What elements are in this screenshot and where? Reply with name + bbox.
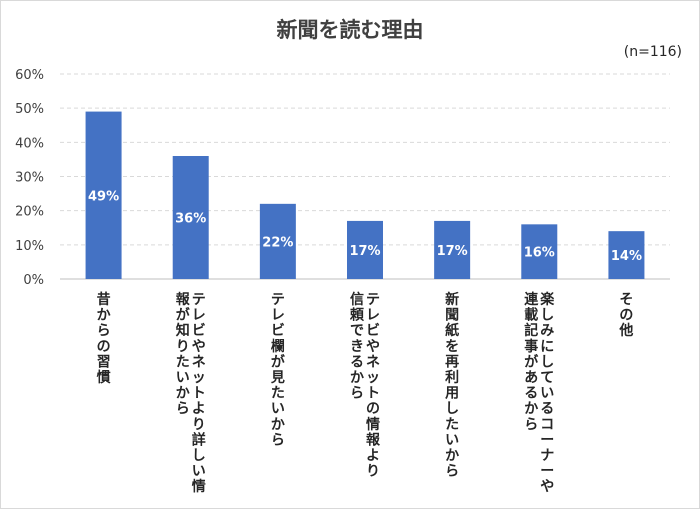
- sample-size-note: (n=116): [623, 44, 682, 60]
- bar-value-label: 49%: [88, 189, 119, 204]
- chart-title: 新聞を読む理由: [276, 18, 424, 42]
- y-tick-label: 20%: [15, 205, 44, 220]
- bar: [85, 111, 122, 279]
- y-tick-label: 60%: [15, 68, 44, 83]
- y-tick-label: 0%: [23, 273, 44, 288]
- bar: [521, 224, 558, 279]
- x-category-label: 報が知りたいから: [176, 291, 191, 417]
- bar-value-label: 14%: [611, 249, 642, 264]
- x-category-label: 新聞紙を再利用したいから: [445, 291, 459, 480]
- x-category-label: テレビやネットより詳しい情: [192, 292, 206, 495]
- bar-value-label: 36%: [175, 212, 206, 227]
- bar-value-label: 16%: [524, 246, 555, 261]
- y-tick-label: 40%: [15, 136, 44, 151]
- y-tick-label: 50%: [15, 102, 44, 117]
- x-category-label: テレビやネットの情報より: [366, 292, 381, 480]
- x-category-label: 連載記事があるから: [524, 291, 539, 433]
- bar: [259, 203, 296, 279]
- bar: [172, 156, 209, 279]
- x-category-label: 信頼できるから: [350, 291, 365, 402]
- bar: [347, 220, 383, 279]
- bar-value-label: 17%: [349, 244, 380, 259]
- x-category-label: 昔からの習慣: [96, 292, 111, 386]
- bar-value-label: 22%: [262, 235, 293, 250]
- x-category-label: テレビ欄が見たいから: [270, 292, 286, 448]
- x-category-label: 楽しみにしているコーナーや: [539, 291, 555, 495]
- y-tick-label: 30%: [15, 171, 44, 186]
- bar: [608, 231, 645, 279]
- bar-value-label: 17%: [437, 244, 468, 259]
- y-tick-label: 10%: [15, 239, 44, 254]
- x-category-label: その他: [618, 292, 633, 339]
- bar: [434, 220, 471, 279]
